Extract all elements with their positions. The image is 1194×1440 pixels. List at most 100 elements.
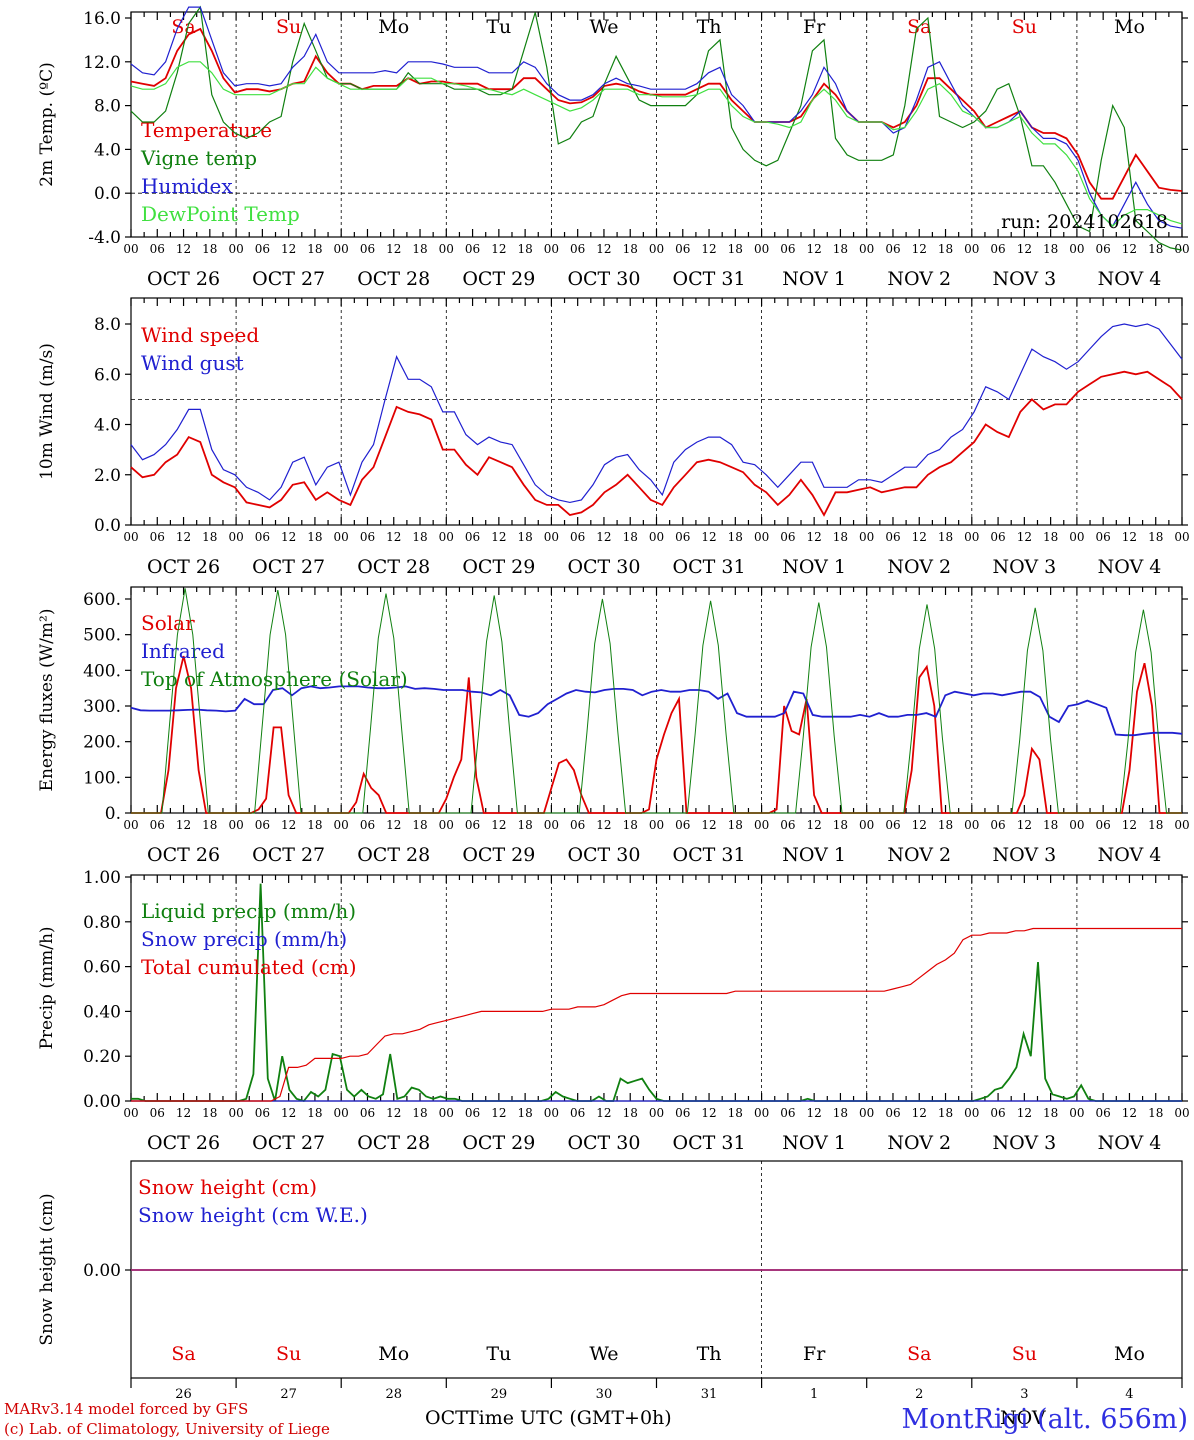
date-label: OCT 31 [673,268,746,290]
panel-5: 0.00 Snow height (cm) 26 27 28 29 30 31 1 2 3 4 Sa Su… [37,1160,1188,1402]
hour-label: 12 [807,242,822,256]
legend-entry: Snow precip (mm/h) [141,927,347,951]
y-tick-label: 0. [105,804,121,824]
hour-label: 12 [1122,242,1137,256]
date-label: NOV 2 [887,556,951,578]
day-number-label: 30 [596,1387,613,1402]
date-label: OCT 27 [252,556,325,578]
weekday-label: Fr [803,1343,826,1365]
y-tick-label: 0.00 [83,1261,121,1281]
hour-label: 00 [1069,242,1084,256]
series-line-top-of-atmosphere-solar- [131,588,1182,814]
y-tick-label: -4.0 [88,228,121,248]
hour-label: 00 [1174,530,1189,544]
hour-label: 00 [964,530,979,544]
hour-label: 18 [412,1106,427,1120]
month-label-oct: OCT [425,1407,468,1429]
hour-label: 18 [623,1106,638,1120]
hour-label: 06 [465,1106,480,1120]
hour-label: 12 [281,1106,296,1120]
hour-label: 00 [439,1106,454,1120]
y-tick-label: 4.0 [94,416,121,436]
day-number-label: 2 [915,1387,923,1402]
hour-label: 18 [307,242,322,256]
date-label: NOV 1 [782,844,846,866]
date-label: NOV 4 [1098,556,1162,578]
hour-label: 00 [334,818,349,832]
hour-label: 06 [150,1106,165,1120]
hour-label: 18 [202,242,217,256]
hour-label: 18 [728,530,743,544]
date-label: OCT 27 [252,844,325,866]
hour-label: 12 [912,818,927,832]
date-label: OCT 28 [357,556,430,578]
series-line-vigne-temp [130,5,1183,251]
day-number-label: 27 [280,1387,297,1402]
hour-label: 12 [176,1106,191,1120]
y-tick-label: 12.0 [83,53,121,73]
hour-label: 06 [465,530,480,544]
hour-label: 06 [1096,1106,1111,1120]
hour-label: 00 [439,242,454,256]
hour-label: 06 [675,530,690,544]
hour-label: 12 [491,818,506,832]
hour-label: 06 [990,242,1005,256]
y-tick-label: 2.0 [94,466,121,486]
lab-credit: (c) Lab. of Climatology, University of L… [4,1420,330,1438]
hour-label: 12 [807,1106,822,1120]
hour-label: 12 [596,530,611,544]
hour-label: 00 [859,1106,874,1120]
hour-label: 06 [360,242,375,256]
hour-label: 18 [728,1106,743,1120]
hour-label: 00 [123,1106,138,1120]
hour-label: 12 [386,1106,401,1120]
y-tick-label: 0.0 [94,516,121,536]
hour-label: 00 [544,242,559,256]
date-label: NOV 3 [992,844,1056,866]
date-label: OCT 30 [567,268,640,290]
y-tick-label: 0.00 [83,1092,121,1112]
day-number-label: 26 [175,1387,192,1402]
day-number-label: 31 [701,1387,718,1402]
hour-label: 18 [1043,818,1058,832]
y-tick-label: 0.80 [83,913,121,933]
hour-label: 00 [754,1106,769,1120]
hour-label: 06 [150,530,165,544]
legend-entry: DewPoint Temp [141,202,300,226]
hour-label: 00 [1069,1106,1084,1120]
date-label: OCT 28 [357,268,430,290]
y-tick-label: 0.40 [83,1002,121,1022]
hour-label: 12 [1122,530,1137,544]
y-tick-label: 4.0 [94,140,121,160]
series-line-total-cumulated-cm- [131,927,1182,1102]
y-axis-label: 10m Wind (m/s) [37,343,57,480]
hour-label: 18 [307,530,322,544]
date-label: OCT 30 [567,556,640,578]
hour-label: 12 [386,818,401,832]
hour-label: 12 [281,242,296,256]
hour-label: 18 [1043,1106,1058,1120]
hour-label: 06 [1096,242,1111,256]
date-label: OCT 28 [357,844,430,866]
hour-label: 18 [623,242,638,256]
y-tick-label: 0.0 [94,184,121,204]
hour-label: 00 [964,242,979,256]
hour-label: 18 [517,818,532,832]
hour-label: 18 [1043,530,1058,544]
date-label: OCT 31 [673,844,746,866]
weekday-label: Fr [803,16,826,38]
hour-label: 06 [150,818,165,832]
hour-label: 12 [1122,818,1137,832]
date-label: OCT 29 [462,844,535,866]
hour-label: 00 [123,818,138,832]
hour-label: 18 [1148,530,1163,544]
date-label: NOV 4 [1098,268,1162,290]
weekday-label: Su [276,1343,301,1365]
series-line-wind-gust [130,323,1183,504]
series-line-temperature [130,27,1183,200]
weekday-label: Tu [486,16,511,38]
date-label: NOV 4 [1098,1132,1162,1154]
hour-label: 00 [334,242,349,256]
hour-label: 00 [649,530,664,544]
hour-label: 12 [596,1106,611,1120]
